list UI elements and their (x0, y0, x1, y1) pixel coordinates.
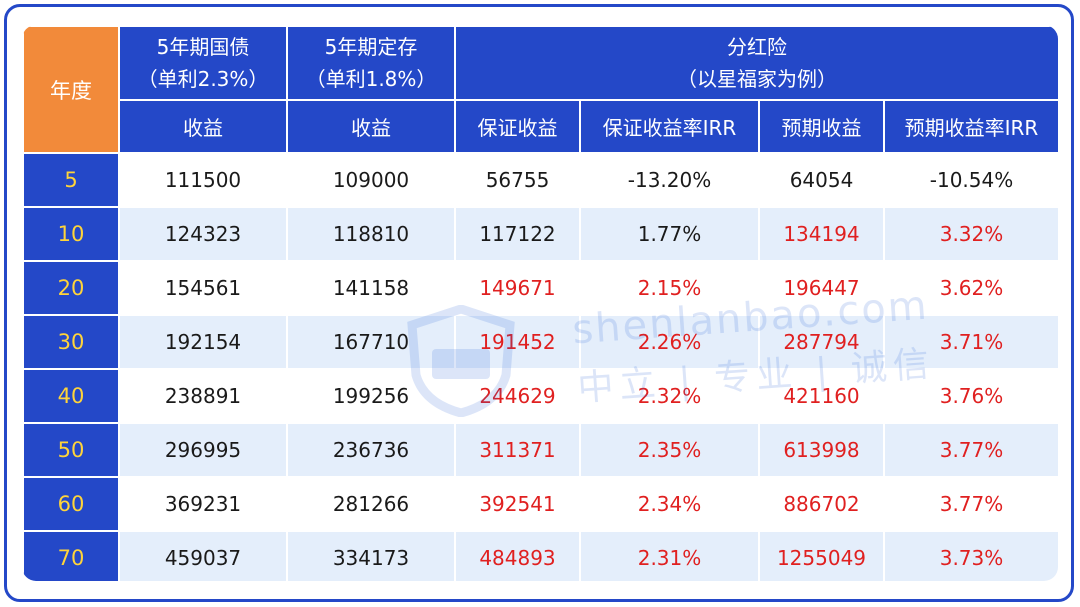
bond-return-cell: 369231 (118, 476, 288, 532)
guaranteed-irr-cell: 2.34% (579, 476, 760, 532)
guaranteed-return-cell: 149671 (454, 260, 581, 316)
table-row: 10 124323 118810 117122 1.77% 134194 3.3… (22, 206, 1058, 262)
dividend-header-title: 分红险 (727, 35, 787, 59)
dividend-insurance-header: 分红险 （以星福家为例） (454, 25, 1058, 101)
year-cell: 40 (22, 368, 120, 424)
guaranteed-irr-cell: -13.20% (579, 152, 760, 208)
bond-return-cell: 296995 (118, 422, 288, 478)
table-row: 70 459037 334173 484893 2.31% 1255049 3.… (22, 530, 1058, 581)
expected-return-cell: 421160 (758, 368, 885, 424)
table-row: 50 296995 236736 311371 2.35% 613998 3.7… (22, 422, 1058, 478)
expected-irr-cell: 3.71% (883, 314, 1058, 370)
deposit-return-cell: 236736 (286, 422, 456, 478)
guaranteed-return-subheader: 保证收益 (454, 99, 581, 154)
guaranteed-return-cell: 191452 (454, 314, 581, 370)
expected-irr-cell: 3.32% (883, 206, 1058, 262)
expected-irr-cell: 3.62% (883, 260, 1058, 316)
guaranteed-irr-cell: 2.31% (579, 530, 760, 581)
year-header: 年度 (22, 25, 120, 154)
comparison-table: 年度 5年期国债 （单利2.3%） 5年期定存 （单利1.8%） 分红险 （以星… (22, 25, 1058, 581)
bond-return-cell: 238891 (118, 368, 288, 424)
guaranteed-return-cell: 392541 (454, 476, 581, 532)
year-cell: 60 (22, 476, 120, 532)
guaranteed-return-cell: 56755 (454, 152, 581, 208)
expected-return-subheader: 预期收益 (758, 99, 885, 154)
table-row: 5 111500 109000 56755 -13.20% 64054 -10.… (22, 152, 1058, 208)
year-cell: 10 (22, 206, 120, 262)
bond-return-cell: 124323 (118, 206, 288, 262)
year-cell: 30 (22, 314, 120, 370)
expected-return-cell: 287794 (758, 314, 885, 370)
deposit-return-cell: 281266 (286, 476, 456, 532)
expected-return-cell: 613998 (758, 422, 885, 478)
guaranteed-irr-subheader: 保证收益率IRR (579, 99, 760, 154)
expected-return-cell: 64054 (758, 152, 885, 208)
guaranteed-irr-cell: 1.77% (579, 206, 760, 262)
deposit-header-rate: （单利1.8%） (305, 67, 437, 91)
table-row: 30 192154 167710 191452 2.26% 287794 3.7… (22, 314, 1058, 370)
year-cell: 70 (22, 530, 120, 581)
guaranteed-irr-cell: 2.26% (579, 314, 760, 370)
bond-return-subheader: 收益 (118, 99, 288, 154)
deposit-return-cell: 334173 (286, 530, 456, 581)
bond-return-cell: 111500 (118, 152, 288, 208)
comparison-table-card: 年度 5年期国债 （单利2.3%） 5年期定存 （单利1.8%） 分红险 （以星… (22, 25, 1058, 581)
expected-irr-cell: 3.77% (883, 422, 1058, 478)
expected-return-cell: 1255049 (758, 530, 885, 581)
dividend-header-example: （以星福家为例） (677, 67, 837, 91)
table-row: 40 238891 199256 244629 2.32% 421160 3.7… (22, 368, 1058, 424)
guaranteed-return-cell: 484893 (454, 530, 581, 581)
expected-irr-subheader: 预期收益率IRR (883, 99, 1058, 154)
expected-irr-cell: 3.73% (883, 530, 1058, 581)
year-cell: 5 (22, 152, 120, 208)
expected-irr-cell: 3.77% (883, 476, 1058, 532)
bond-header-rate: （单利2.3%） (137, 67, 269, 91)
year-cell: 20 (22, 260, 120, 316)
bond-return-cell: 459037 (118, 530, 288, 581)
expected-irr-cell: -10.54% (883, 152, 1058, 208)
table-row: 20 154561 141158 149671 2.15% 196447 3.6… (22, 260, 1058, 316)
deposit-return-cell: 167710 (286, 314, 456, 370)
deposit-return-cell: 141158 (286, 260, 456, 316)
guaranteed-irr-cell: 2.32% (579, 368, 760, 424)
table-row: 60 369231 281266 392541 2.34% 886702 3.7… (22, 476, 1058, 532)
bond-return-cell: 154561 (118, 260, 288, 316)
guaranteed-return-cell: 244629 (454, 368, 581, 424)
deposit-return-subheader: 收益 (286, 99, 456, 154)
guaranteed-return-cell: 117122 (454, 206, 581, 262)
bond-return-cell: 192154 (118, 314, 288, 370)
deposit-header-title: 5年期定存 (324, 35, 418, 59)
expected-return-cell: 196447 (758, 260, 885, 316)
guaranteed-return-cell: 311371 (454, 422, 581, 478)
expected-return-cell: 134194 (758, 206, 885, 262)
guaranteed-irr-cell: 2.35% (579, 422, 760, 478)
bond-header-title: 5年期国债 (156, 35, 250, 59)
deposit-return-cell: 118810 (286, 206, 456, 262)
expected-irr-cell: 3.76% (883, 368, 1058, 424)
deposit-header: 5年期定存 （单利1.8%） (286, 25, 456, 101)
deposit-return-cell: 199256 (286, 368, 456, 424)
guaranteed-irr-cell: 2.15% (579, 260, 760, 316)
year-cell: 50 (22, 422, 120, 478)
bond-header: 5年期国债 （单利2.3%） (118, 25, 288, 101)
expected-return-cell: 886702 (758, 476, 885, 532)
deposit-return-cell: 109000 (286, 152, 456, 208)
